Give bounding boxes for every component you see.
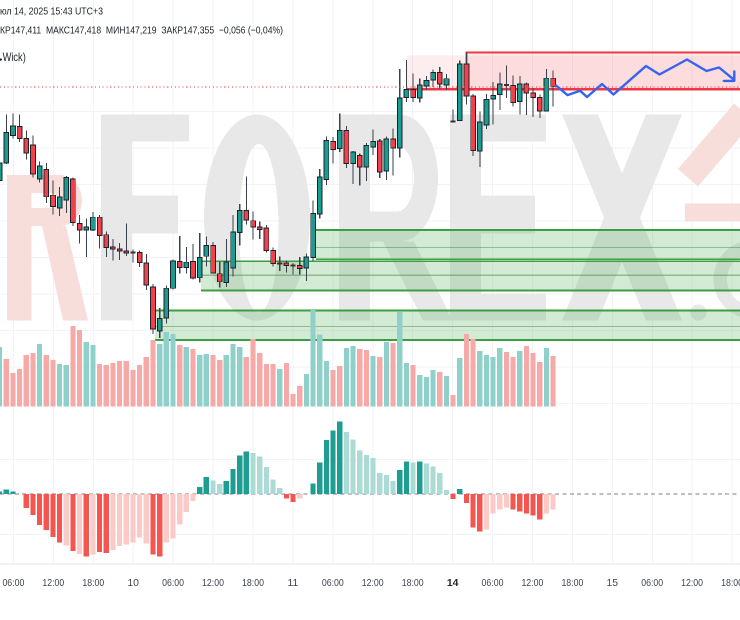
svg-text:18:00: 18:00 xyxy=(402,578,424,589)
svg-text:12:00: 12:00 xyxy=(362,578,384,589)
svg-text:12:00: 12:00 xyxy=(681,578,703,589)
svg-text:11: 11 xyxy=(288,578,299,589)
svg-text:КР147,411 МАКС147,418 МИН147: КР147,411 МАКС147,418 МИН147,219 ЗАКР147… xyxy=(0,25,283,36)
svg-text:18:00: 18:00 xyxy=(561,578,583,589)
svg-text:18:00: 18:00 xyxy=(242,578,264,589)
svg-text:18:00: 18:00 xyxy=(82,578,104,589)
svg-text:12:00: 12:00 xyxy=(42,578,64,589)
svg-text:06:00: 06:00 xyxy=(162,578,184,589)
svg-text:18:00: 18:00 xyxy=(721,578,740,589)
svg-text:15: 15 xyxy=(607,578,619,589)
svg-text:06:00: 06:00 xyxy=(2,578,24,589)
svg-text:юл 14, 2025 15:43 UTC+3: юл 14, 2025 15:43 UTC+3 xyxy=(0,7,103,18)
svg-text:06:00: 06:00 xyxy=(322,578,344,589)
svg-text:06:00: 06:00 xyxy=(482,578,504,589)
svg-text:12:00: 12:00 xyxy=(521,578,543,589)
svg-text:Wick): Wick) xyxy=(3,51,26,64)
svg-text:12:00: 12:00 xyxy=(202,578,224,589)
svg-text:14: 14 xyxy=(447,578,459,589)
svg-text:06:00: 06:00 xyxy=(641,578,663,589)
svg-text:10: 10 xyxy=(127,578,139,589)
